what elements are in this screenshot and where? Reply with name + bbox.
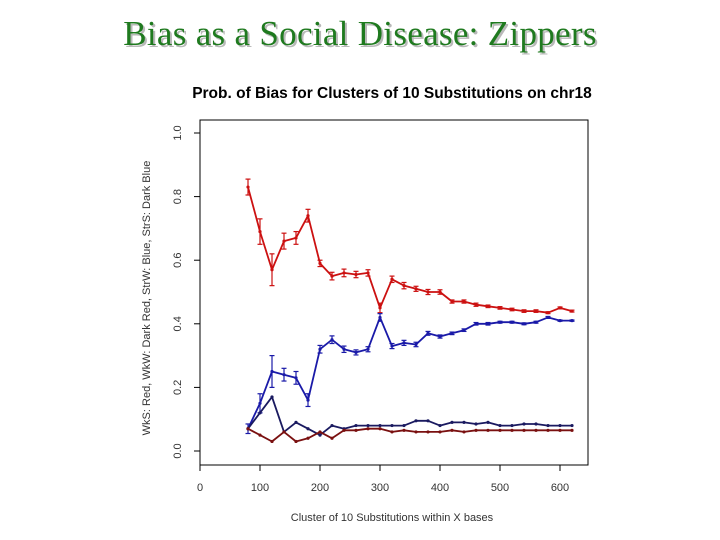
data-point: [522, 422, 526, 426]
data-point: [354, 428, 358, 432]
data-point: [270, 439, 274, 444]
data-point: [258, 433, 262, 437]
data-point: [558, 423, 562, 428]
data-point: [510, 423, 514, 428]
data-point: [534, 422, 538, 426]
data-point: [294, 439, 298, 444]
data-point: [414, 419, 418, 423]
y-tick-label: 0.8: [172, 189, 184, 204]
data-point: [426, 430, 430, 434]
data-point: [450, 428, 454, 432]
x-tick-label: 600: [551, 482, 569, 494]
x-tick-label: 400: [431, 482, 449, 494]
data-point: [318, 433, 322, 437]
data-point: [510, 428, 514, 432]
data-point: [342, 428, 346, 432]
data-point: [474, 422, 478, 426]
data-point: [498, 428, 502, 432]
data-point: [378, 427, 382, 431]
data-point: [438, 430, 442, 434]
data-point: [534, 428, 538, 432]
data-point: [462, 430, 466, 434]
data-point: [570, 428, 574, 432]
y-tick-label: 0.6: [172, 253, 184, 268]
data-point: [450, 420, 454, 424]
data-point: [414, 430, 418, 434]
data-point: [486, 428, 490, 432]
plot-frame: [199, 119, 589, 466]
chart-title: Prob. of Bias for Clusters of 10 Substit…: [192, 85, 592, 102]
y-tick-label: 1.0: [172, 125, 184, 140]
x-tick-label: 100: [251, 482, 269, 494]
data-point: [474, 428, 478, 432]
data-point: [246, 427, 250, 431]
data-point: [366, 423, 370, 428]
data-point: [462, 420, 466, 424]
data-point: [282, 430, 286, 434]
data-point: [318, 430, 322, 434]
data-point: [402, 428, 406, 432]
series-line: [247, 427, 572, 443]
x-tick-label: 300: [371, 482, 389, 494]
data-point: [426, 419, 430, 423]
data-point: [270, 395, 274, 399]
data-point: [330, 436, 334, 440]
x-tick-label: 200: [311, 482, 329, 494]
data-point: [306, 436, 310, 440]
data-point: [570, 423, 574, 428]
data-point: [306, 427, 310, 431]
series-line: [247, 316, 572, 430]
data-point: [390, 423, 394, 428]
data-point: [402, 423, 406, 428]
data-point: [486, 420, 490, 424]
series-line: [247, 395, 572, 437]
data-point: [438, 423, 442, 428]
data-point: [366, 427, 370, 431]
slide-title: Bias as a Social Disease: Zippers: [123, 14, 597, 53]
data-point: [522, 428, 526, 432]
series-line: [247, 186, 573, 314]
series-1: [245, 178, 575, 315]
x-tick-label: 0: [197, 482, 203, 494]
data-point: [354, 423, 358, 428]
data-point: [546, 428, 550, 432]
x-tick-label: 500: [491, 482, 509, 494]
y-tick-label: 0.0: [172, 443, 184, 458]
data-point: [258, 411, 262, 415]
y-axis-label: WkS: Red, WkW: Dark Red, StrW: Blue, Str…: [141, 161, 153, 436]
data-point: [558, 428, 562, 432]
series-2: [245, 313, 575, 435]
data-point: [498, 423, 502, 428]
data-point: [378, 423, 382, 428]
y-tick-label: 0.2: [172, 380, 184, 395]
y-tick-label: 0.4: [172, 316, 184, 331]
series-4: [246, 427, 574, 444]
data-point: [294, 420, 298, 424]
data-point: [390, 430, 394, 434]
data-point: [330, 423, 334, 428]
x-axis-label: Cluster of 10 Substitutions within X bas…: [291, 512, 494, 524]
data-point: [546, 423, 550, 428]
